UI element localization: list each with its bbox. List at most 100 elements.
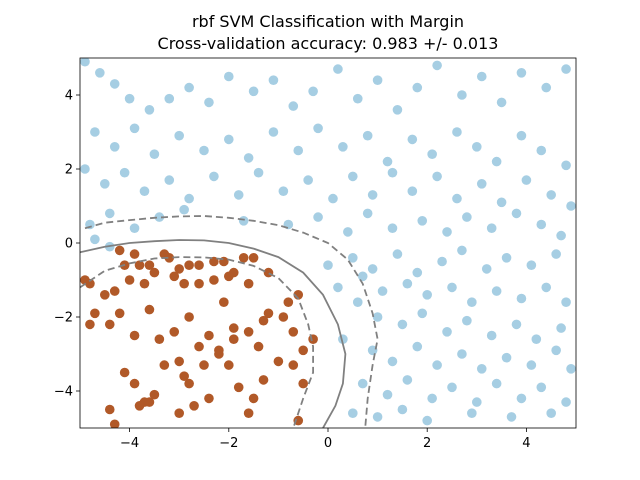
x-tick-label: 2 bbox=[423, 436, 431, 451]
data-point-class-0-49 bbox=[104, 404, 115, 415]
data-point-class-0-38 bbox=[194, 341, 204, 352]
data-point-class-1-73 bbox=[154, 212, 165, 222]
data-point-class-1-130 bbox=[382, 389, 393, 400]
data-point-class-0-75 bbox=[228, 323, 239, 333]
data-point-class-1-134 bbox=[472, 397, 482, 407]
data-point-class-1-74 bbox=[179, 204, 189, 215]
data-point-class-1-143 bbox=[467, 408, 477, 419]
data-point-class-1-102 bbox=[402, 278, 413, 289]
data-point-class-1-0 bbox=[80, 58, 90, 67]
data-point-class-0-28 bbox=[243, 278, 254, 289]
data-point-class-0-51 bbox=[129, 378, 140, 389]
data-point-class-0-16 bbox=[174, 264, 184, 274]
data-point-class-1-39 bbox=[407, 134, 418, 145]
data-point-class-0-2 bbox=[90, 308, 100, 319]
data-point-class-0-36 bbox=[169, 327, 180, 337]
data-point-class-1-60 bbox=[367, 190, 378, 200]
scatter-points-layer bbox=[80, 58, 576, 428]
data-point-class-1-69 bbox=[566, 201, 576, 211]
data-point-class-0-42 bbox=[243, 327, 254, 337]
data-point-class-1-44 bbox=[516, 130, 527, 141]
data-point-class-1-100 bbox=[551, 249, 561, 259]
data-point-class-0-11 bbox=[134, 260, 145, 271]
plot-area bbox=[80, 58, 576, 428]
data-point-class-1-24 bbox=[561, 64, 571, 74]
data-point-class-1-42 bbox=[472, 142, 482, 152]
data-point-class-1-112 bbox=[417, 308, 428, 319]
decision-contours-layer bbox=[80, 215, 379, 428]
data-point-class-0-13 bbox=[144, 260, 155, 271]
data-point-class-1-18 bbox=[432, 60, 442, 71]
data-point-class-1-75 bbox=[238, 216, 249, 226]
data-point-class-1-144 bbox=[506, 412, 517, 422]
y-axis: −4 −2 0 2 4 bbox=[54, 89, 80, 400]
data-point-class-1-71 bbox=[104, 208, 115, 219]
data-point-class-1-90 bbox=[323, 260, 333, 271]
data-point-class-0-44 bbox=[263, 308, 274, 319]
data-point-class-0-72 bbox=[134, 401, 145, 411]
data-point-class-0-26 bbox=[209, 275, 219, 285]
data-point-class-0-56 bbox=[184, 378, 194, 389]
data-point-class-1-91 bbox=[348, 252, 358, 263]
data-point-class-0-55 bbox=[174, 356, 184, 367]
data-point-class-0-59 bbox=[224, 360, 234, 370]
data-point-class-0-46 bbox=[288, 327, 299, 337]
data-point-class-1-80 bbox=[387, 223, 398, 233]
data-point-class-0-39 bbox=[204, 330, 214, 341]
data-point-class-1-4 bbox=[144, 105, 155, 115]
data-point-class-0-10 bbox=[129, 249, 140, 259]
data-point-class-0-71 bbox=[109, 419, 120, 428]
data-point-class-1-129 bbox=[357, 378, 368, 389]
data-point-class-1-92 bbox=[367, 264, 378, 274]
data-point-class-1-34 bbox=[293, 145, 304, 156]
x-tick-label: 0 bbox=[324, 436, 332, 451]
data-point-class-1-54 bbox=[233, 190, 244, 200]
data-point-class-1-133 bbox=[447, 382, 457, 393]
data-point-class-1-56 bbox=[278, 186, 289, 196]
y-tick-label: −2 bbox=[54, 311, 73, 326]
data-point-class-1-61 bbox=[387, 167, 398, 178]
data-point-class-1-65 bbox=[476, 179, 487, 189]
data-point-class-1-38 bbox=[382, 156, 393, 167]
data-point-class-1-63 bbox=[432, 171, 442, 182]
data-point-class-1-111 bbox=[397, 319, 408, 330]
data-point-class-1-79 bbox=[362, 208, 373, 219]
data-point-class-1-33 bbox=[268, 127, 279, 137]
data-point-class-1-77 bbox=[313, 212, 323, 222]
data-point-class-1-6 bbox=[184, 82, 194, 93]
data-point-class-1-135 bbox=[491, 378, 502, 389]
data-point-class-0-70 bbox=[243, 408, 254, 419]
data-point-class-0-9 bbox=[124, 275, 135, 285]
data-point-class-0-64 bbox=[288, 360, 299, 370]
data-point-class-1-53 bbox=[209, 171, 219, 182]
data-point-class-1-17 bbox=[412, 82, 423, 93]
data-point-class-0-53 bbox=[149, 389, 160, 400]
data-point-class-0-22 bbox=[238, 252, 249, 263]
data-point-class-1-3 bbox=[124, 93, 135, 104]
data-point-class-1-95 bbox=[437, 256, 447, 267]
data-point-class-1-82 bbox=[442, 227, 452, 237]
data-point-class-1-105 bbox=[467, 297, 477, 308]
data-point-class-1-125 bbox=[501, 352, 512, 363]
data-point-class-1-109 bbox=[561, 297, 571, 308]
data-point-class-1-117 bbox=[531, 334, 542, 345]
data-point-class-1-106 bbox=[491, 286, 502, 296]
data-point-class-1-20 bbox=[476, 71, 487, 82]
data-point-class-1-127 bbox=[551, 345, 561, 356]
data-point-class-1-137 bbox=[536, 382, 547, 393]
data-point-class-0-74 bbox=[219, 297, 229, 308]
data-point-class-1-1 bbox=[95, 68, 105, 78]
x-tick-label: −2 bbox=[219, 436, 238, 451]
data-point-class-0-32 bbox=[114, 308, 125, 319]
data-point-class-1-62 bbox=[407, 186, 418, 196]
data-point-class-1-67 bbox=[521, 175, 532, 185]
data-point-class-1-120 bbox=[387, 356, 398, 367]
data-point-class-1-8 bbox=[224, 71, 234, 82]
data-point-class-1-115 bbox=[486, 330, 497, 341]
data-point-class-0-43 bbox=[253, 341, 264, 352]
x-axis: −4 −2 0 2 4 bbox=[120, 428, 531, 451]
data-point-class-0-31 bbox=[179, 278, 189, 289]
data-point-class-1-88 bbox=[90, 234, 100, 245]
data-point-class-0-3 bbox=[85, 319, 95, 330]
